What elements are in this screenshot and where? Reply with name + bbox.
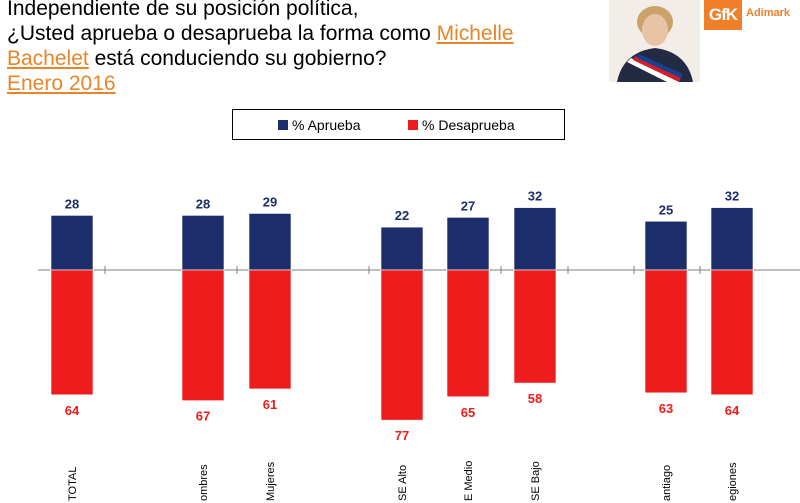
data-label-aprueba: 28 — [65, 196, 79, 211]
bar-desaprueba — [644, 269, 688, 394]
data-label-desaprueba: 77 — [395, 428, 409, 443]
title-date: Enero 2016 — [7, 72, 116, 95]
data-label-aprueba: 25 — [659, 202, 673, 217]
title-question-end: está conduciendo su gobierno? — [88, 47, 387, 70]
title-line-2: ¿Usted aprueba o desaprueba la forma com… — [7, 21, 597, 46]
gfk-mark: GfK — [704, 0, 742, 30]
category-label: Mujeres — [265, 461, 277, 501]
data-label-aprueba: 32 — [725, 189, 739, 204]
bar-desaprueba — [446, 269, 490, 398]
category-label: E Medio — [463, 461, 475, 501]
president-photo — [609, 0, 700, 82]
adimark-text: Adimark — [746, 7, 791, 19]
data-label-desaprueba: 64 — [725, 403, 740, 418]
category-label: TOTAL — [67, 467, 79, 501]
title-line-3: Bachelet está conduciendo su gobierno? — [7, 46, 597, 71]
data-label-desaprueba: 61 — [263, 397, 277, 412]
legend-swatch-desaprueba — [408, 120, 418, 130]
data-label-aprueba: 28 — [196, 196, 210, 211]
legend-swatch-aprueba — [278, 120, 288, 130]
bar-aprueba — [446, 217, 490, 271]
bar-desaprueba — [710, 269, 754, 396]
bar-aprueba — [181, 215, 225, 271]
chart-title: Independiente de su posición política, ¿… — [7, 0, 597, 96]
data-label-desaprueba: 63 — [659, 401, 673, 416]
title-question: ¿Usted aprueba o desaprueba la forma com… — [7, 22, 437, 45]
data-label-aprueba: 27 — [461, 198, 475, 213]
category-label: SE Alto — [397, 465, 409, 501]
data-label-desaprueba: 65 — [461, 405, 475, 420]
bar-aprueba — [380, 226, 424, 271]
bar-desaprueba — [50, 269, 94, 396]
data-label-aprueba: 32 — [528, 189, 542, 204]
bar-aprueba — [710, 207, 754, 271]
category-label: ombres — [198, 464, 210, 501]
chart-legend: % Aprueba % Desaprueba — [232, 109, 565, 140]
bar-aprueba — [513, 207, 557, 271]
title-name-first: Michelle — [436, 22, 514, 45]
legend-label-aprueba: % Aprueba — [292, 117, 361, 133]
bar-desaprueba — [248, 269, 292, 390]
data-label-desaprueba: 58 — [528, 391, 542, 406]
title-name-last: Bachelet — [7, 47, 89, 70]
data-label-aprueba: 29 — [263, 194, 277, 209]
bar-aprueba — [248, 213, 292, 271]
portrait-image — [609, 0, 700, 82]
data-label-desaprueba: 67 — [196, 409, 210, 424]
bar-desaprueba — [380, 269, 424, 421]
data-label-aprueba: 22 — [395, 208, 409, 223]
category-label: egiones — [727, 462, 739, 501]
bar-aprueba — [50, 215, 94, 271]
category-label: antiago — [661, 465, 673, 501]
legend-label-desaprueba: % Desaprueba — [422, 117, 515, 133]
bar-desaprueba — [513, 269, 557, 384]
category-label: SE Bajo — [530, 461, 542, 501]
bar-aprueba — [644, 220, 688, 271]
bar-desaprueba — [181, 269, 225, 401]
gfk-adimark-logo: GfK Adimark — [700, 0, 800, 34]
title-line-1: Independiente de su posición política, — [7, 0, 359, 20]
data-label-desaprueba: 64 — [65, 403, 80, 418]
